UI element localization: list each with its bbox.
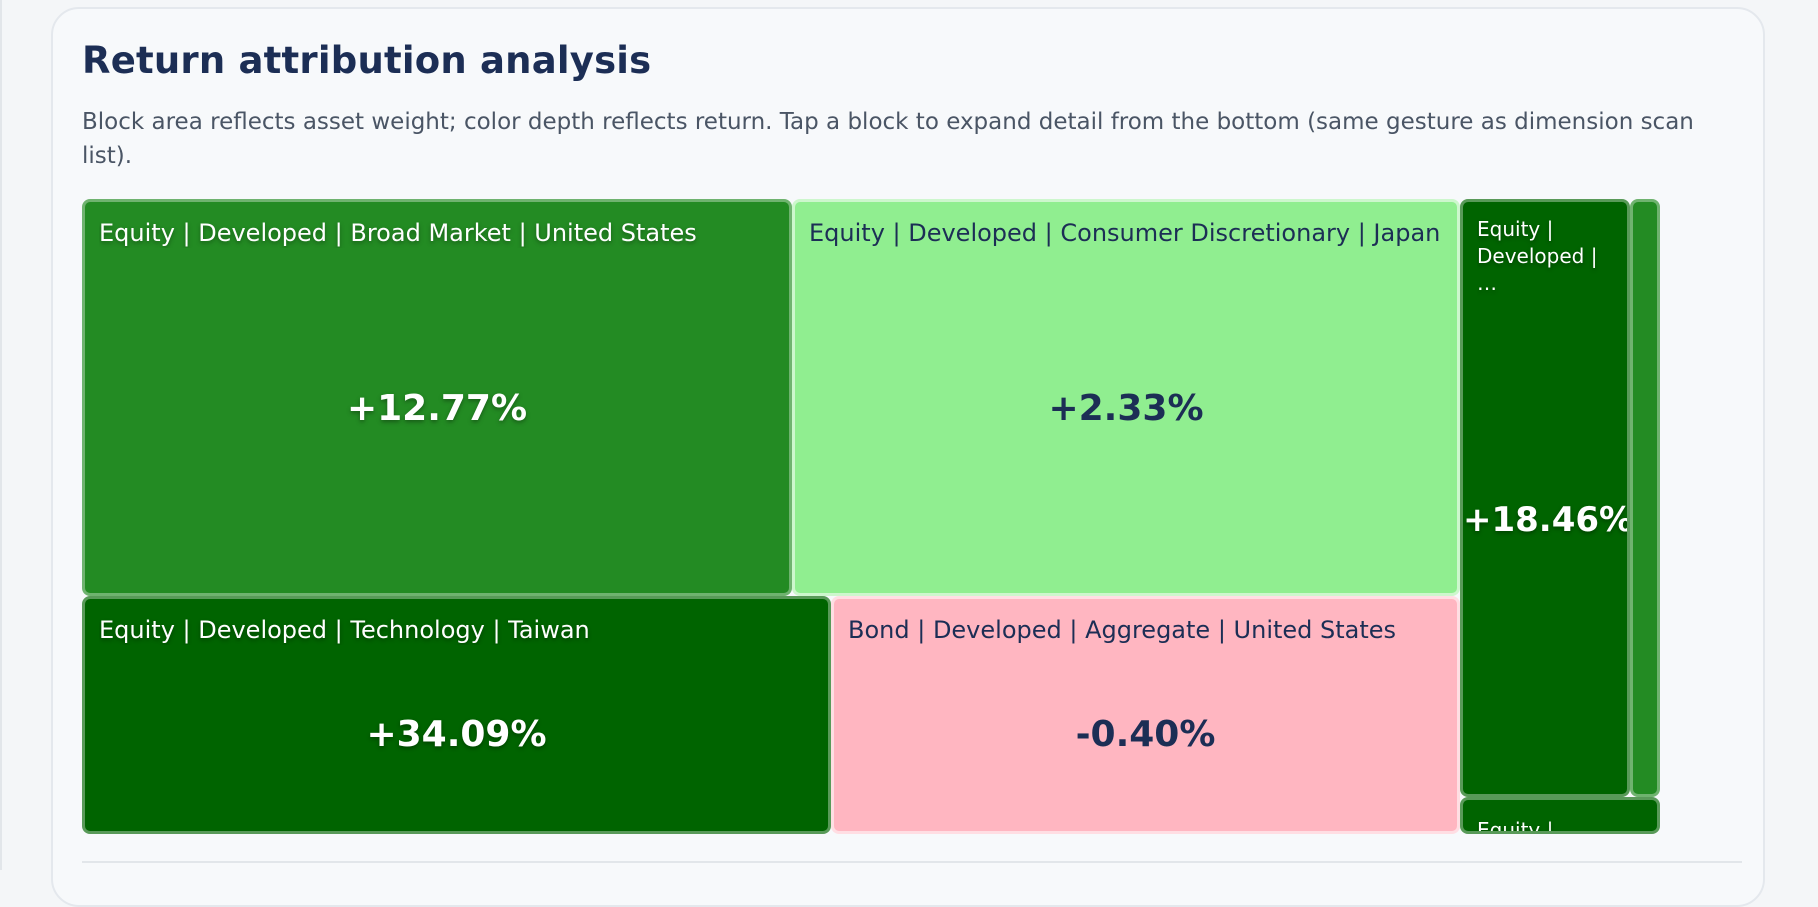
tile-equity-developed-technology-taiwan[interactable]: Equity | Developed | Technology | Taiwan…: [82, 596, 831, 834]
tile-return-value: +34.09%: [366, 714, 547, 755]
card-description: Block area reflects asset weight; color …: [82, 109, 1694, 169]
tile-equity-bottom-right[interactable]: Equity |: [1460, 797, 1660, 834]
tile-return-value: +18.46%: [1463, 500, 1630, 540]
card-title: Return attribution analysis: [82, 39, 652, 82]
tile-label: Equity | Developed | Consumer Discretion…: [809, 219, 1441, 247]
tile-label: Equity |: [1477, 818, 1554, 834]
page-edge: [0, 0, 2, 870]
tile-label: Bond | Developed | Aggregate | United St…: [848, 616, 1397, 644]
tile-label: Equity | Developed | Technology | Taiwan: [99, 616, 590, 644]
tile-equity-developed-broad-market-us[interactable]: Equity | Developed | Broad Market | Unit…: [82, 199, 792, 596]
tile-label: Equity | Developed | Broad Market | Unit…: [99, 219, 697, 247]
tile-label: Equity | Developed | …: [1477, 217, 1598, 295]
tile-return-value: -0.40%: [1075, 714, 1216, 755]
return-treemap: Equity | Developed | Broad Market | Unit…: [82, 199, 1660, 844]
tile-equity-developed-truncated[interactable]: Equity | Developed | … +18.46%: [1460, 199, 1630, 797]
tile-equity-developed-consumer-discretionary-japan[interactable]: Equity | Developed | Consumer Discretion…: [792, 199, 1460, 596]
section-divider: [82, 861, 1742, 863]
return-attribution-card: Return attribution analysis Block area r…: [51, 7, 1765, 907]
tile-bond-developed-aggregate-us[interactable]: Bond | Developed | Aggregate | United St…: [831, 596, 1460, 834]
tile-return-value: +2.33%: [1048, 388, 1204, 429]
tile-unlabeled-narrow[interactable]: [1630, 199, 1660, 797]
tile-return-value: +12.77%: [346, 388, 528, 429]
